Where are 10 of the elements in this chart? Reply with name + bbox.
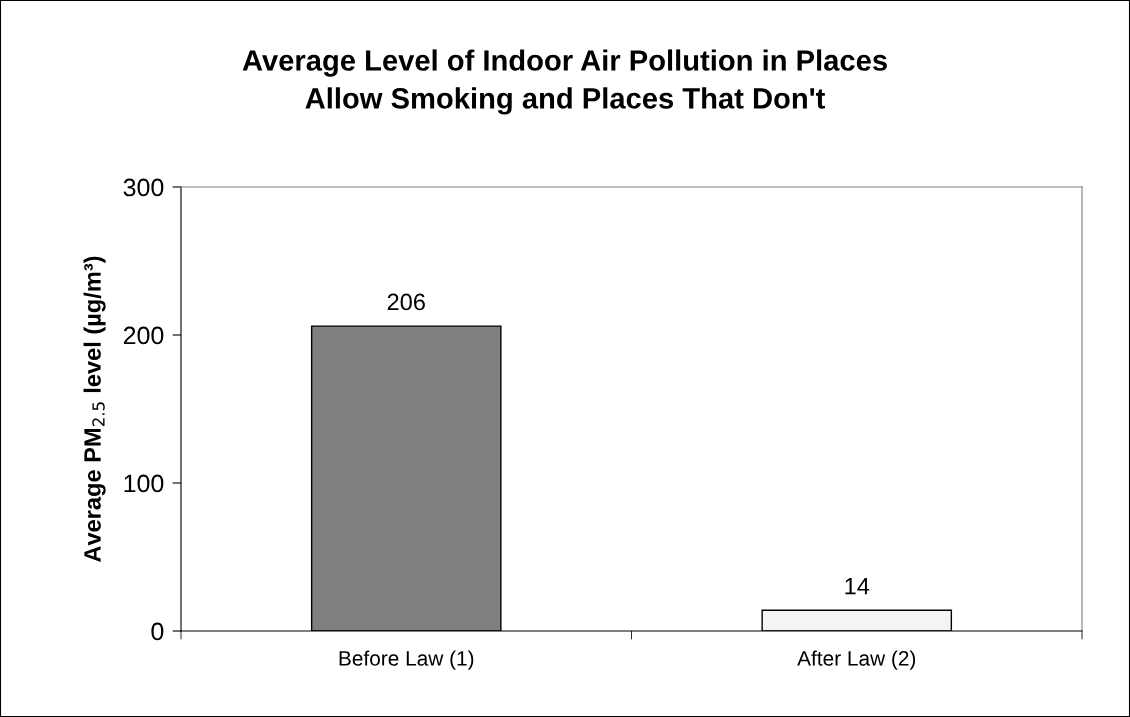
- y-tick-label: 0: [151, 622, 164, 641]
- y-axis-title: Average PM$_{2.5}$ level (µg/m³): [83, 256, 106, 562]
- data-label: 14: [845, 578, 870, 595]
- y-tick-label: 300: [123, 178, 164, 197]
- data-label: 206: [387, 293, 425, 311]
- y-tick-label: 100: [124, 474, 164, 493]
- chart-title: Average Level of Indoor Air Pollution in Places Allow Smoking and Places That Don't: [242, 49, 887, 115]
- x-tick-label: After Law (2): [797, 650, 916, 670]
- y-tick-label: 200: [123, 326, 164, 345]
- x-tick-label: Before Law (1): [339, 650, 474, 670]
